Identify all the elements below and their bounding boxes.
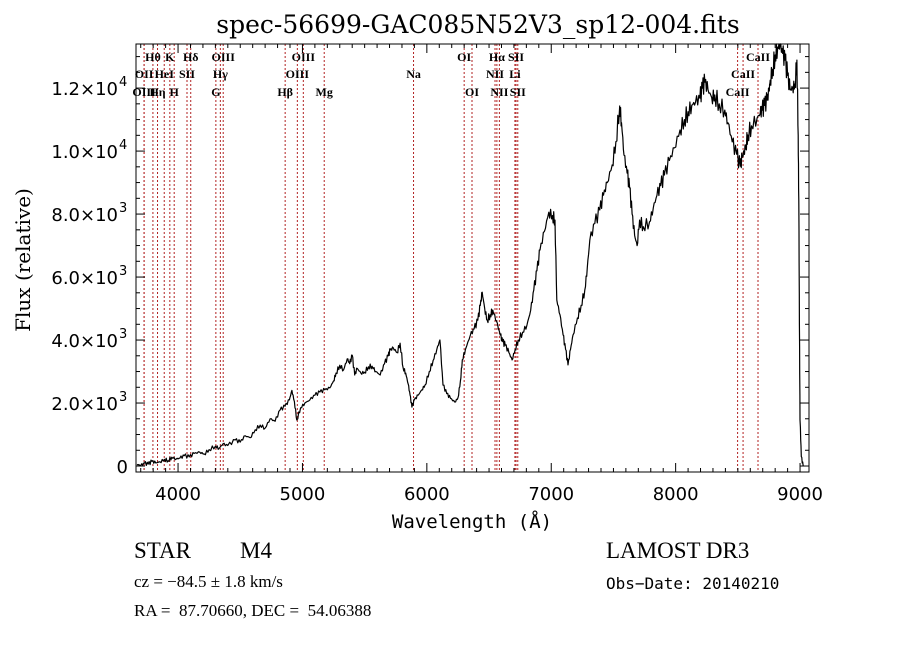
line-marker-label: Hη [149, 85, 165, 99]
line-marker-label: OIII [286, 67, 310, 81]
obs-date: Obs−Date: 20140210 [606, 574, 780, 593]
y-tick-label: 2.0×10 [51, 394, 118, 415]
line-marker-label: OIII [292, 50, 316, 64]
y-tick-exponent: 4 [119, 138, 127, 153]
x-tick-label: 7000 [528, 484, 574, 505]
y-tick-label: 8.0×10 [51, 205, 118, 226]
y-tick-label: 0 [117, 457, 128, 478]
y-tick-exponent: 3 [119, 201, 127, 216]
line-marker-label: CaII [746, 50, 770, 64]
y-tick-label: 4.0×10 [51, 331, 118, 352]
line-marker-label: OI [457, 50, 471, 64]
y-axis-label: Flux (relative) [11, 188, 35, 332]
line-marker-label: OII [135, 67, 154, 81]
line-marker-label: NII [486, 67, 504, 81]
y-tick-label: 6.0×10 [51, 268, 118, 289]
line-marker-label: NII [490, 85, 508, 99]
line-marker-label: Hθ [145, 50, 161, 64]
series-line-spectrum [136, 43, 804, 467]
y-tick-exponent: 4 [119, 75, 127, 90]
line-marker-label: G [211, 85, 220, 99]
line-marker-label: CaII [726, 85, 750, 99]
line-markers [143, 44, 759, 472]
x-axis: 4000 5000 6000 7000 8000 9000 [140, 44, 823, 505]
line-marker-label: CaII [731, 67, 755, 81]
x-axis-label: Wavelength (Å) [392, 510, 552, 533]
redshift-text: cz = −84.5 ± 1.8 km/s [134, 572, 283, 591]
line-marker-label: SII [510, 85, 526, 99]
x-tick-label: 9000 [777, 484, 823, 505]
x-tick-label: 6000 [404, 484, 450, 505]
line-marker-label: OIII [212, 50, 236, 64]
line-marker-label: Hδ [183, 50, 199, 64]
line-marker-label: Na [406, 67, 421, 81]
line-marker-label: Hα [489, 50, 505, 64]
survey-name: LAMOST DR3 [606, 538, 750, 563]
line-marker-label: H [170, 85, 180, 99]
series-layer [136, 43, 804, 467]
y-tick-exponent: 3 [119, 327, 127, 342]
plot-frame [135, 43, 810, 473]
y-tick-label: 1.0×10 [51, 142, 118, 163]
line-marker-label: OI [465, 85, 479, 99]
y-axis: 02.0×10 34.0×10 36.0×10 38.0×10 31.0×10 41.2×… [51, 56, 809, 478]
line-marker-label: Li [509, 67, 521, 81]
coordinates: RA = 87.70660, DEC = 54.06388 [134, 601, 372, 620]
y-tick-exponent: 3 [119, 390, 127, 405]
line-marker-label: Mg [316, 85, 333, 99]
chart-title: spec-56699-GAC085N52V3_sp12-004.fits [216, 10, 739, 39]
object-class: STAR [134, 538, 191, 563]
line-marker-label: SII [508, 50, 524, 64]
line-marker-label: Hβ [277, 85, 293, 99]
y-tick-exponent: 3 [119, 264, 127, 279]
x-tick-label: 4000 [155, 484, 201, 505]
line-marker-label: K [165, 50, 175, 64]
x-tick-label: 5000 [280, 484, 326, 505]
object-subclass: M4 [240, 538, 272, 563]
line-marker-label: Hγ [213, 67, 228, 81]
line-marker-label: SII [179, 67, 195, 81]
line-marker-label: HeI [155, 67, 175, 81]
x-tick-label: 8000 [653, 484, 699, 505]
y-tick-label: 1.2×10 [51, 79, 118, 100]
